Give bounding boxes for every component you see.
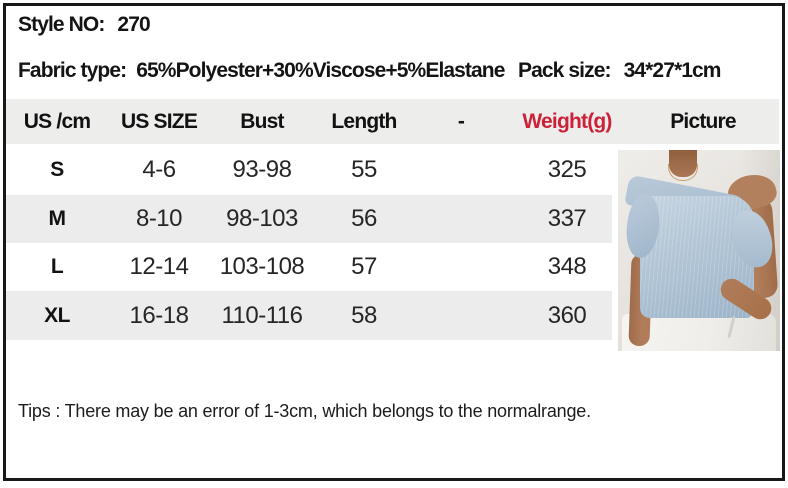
- fabric-type-label: Fabric type:: [18, 59, 127, 82]
- header-us-size: US SIZE: [120, 109, 198, 133]
- us-size-cell: 12-14: [129, 253, 189, 280]
- pack-size-line: Pack size: 34*27*1cm: [518, 59, 721, 83]
- style-no-label: Style NO:: [18, 13, 105, 36]
- size-cell: L: [50, 255, 64, 278]
- table-row-xl: XL 16-18 110-116 58 360: [6, 291, 780, 340]
- length-cell: 56: [351, 205, 377, 232]
- pack-size-label: Pack size:: [518, 59, 611, 82]
- fabric-type-line: Fabric type: 65%Polyester+30%Viscose+5%El…: [18, 59, 505, 83]
- bust-cell: 93-98: [232, 155, 292, 183]
- pack-size-value: 34*27*1cm: [623, 59, 722, 82]
- table-row-s: S 4-6 93-98 55 325: [6, 144, 780, 195]
- row-stripe-xl: [6, 291, 612, 340]
- tips-text: Tips : There may be an error of 1-3cm, w…: [18, 401, 591, 421]
- us-size-cell: 4-6: [142, 155, 176, 183]
- dash-cell: [414, 195, 508, 243]
- size-cell: S: [50, 157, 64, 181]
- header-weight: Weight(g): [522, 109, 612, 133]
- table-header-row: US /cm US SIZE Bust Length - Weight(g) P…: [6, 99, 780, 144]
- bust-cell: 103-108: [219, 253, 305, 280]
- header-picture: Picture: [670, 109, 736, 133]
- bust-cell: 98-103: [226, 205, 298, 232]
- weight-cell: 337: [547, 205, 587, 232]
- weight-cell: 360: [547, 301, 587, 329]
- product-photo: [618, 150, 780, 351]
- us-size-cell: 8-10: [135, 205, 183, 232]
- header-dash: -: [457, 109, 465, 133]
- border-frame: [3, 3, 785, 481]
- us-size-cell: 16-18: [129, 301, 189, 329]
- style-no-line: Style NO: 270: [18, 13, 151, 37]
- table-row-m: M 8-10 98-103 56 337: [6, 195, 780, 243]
- table-row-l: L 12-14 103-108 57 348: [6, 243, 780, 291]
- length-cell: 55: [351, 155, 377, 183]
- bust-cell: 110-116: [221, 301, 303, 329]
- header-length: Length: [331, 109, 397, 133]
- model-necklace: [668, 164, 698, 181]
- dash-cell: [414, 291, 508, 340]
- table-header-band: [6, 99, 779, 144]
- length-cell: 57: [351, 253, 377, 280]
- dash-cell: [414, 243, 508, 291]
- size-cell: M: [48, 207, 67, 230]
- fabric-type-value: 65%Polyester+30%Viscose+5%Elastane: [136, 59, 505, 82]
- style-no-value: 270: [117, 13, 150, 36]
- header-us-cm: US /cm: [23, 109, 91, 133]
- weight-cell: 325: [547, 155, 587, 183]
- row-stripe-m: [6, 195, 612, 243]
- dash-cell: [414, 144, 508, 195]
- weight-cell: 348: [547, 253, 587, 280]
- length-cell: 58: [351, 301, 377, 329]
- size-cell: XL: [44, 303, 70, 327]
- header-bust: Bust: [240, 109, 284, 133]
